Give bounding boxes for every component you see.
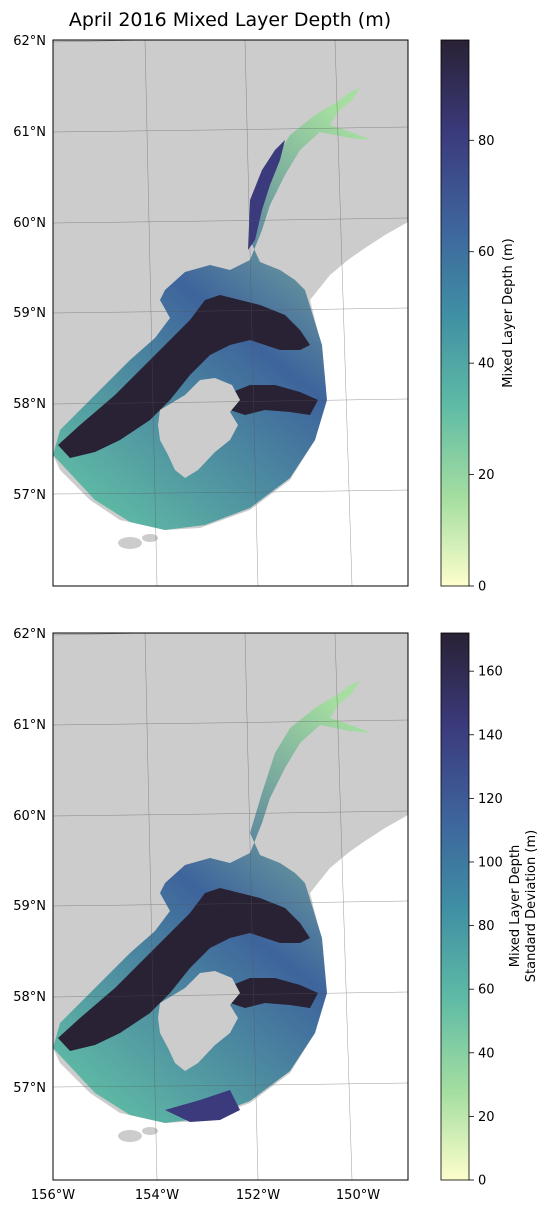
colorbar-tick-label: 20 bbox=[478, 468, 495, 483]
colorbar-tick-label: 60 bbox=[478, 983, 495, 998]
colorbar-tick-label: 160 bbox=[478, 665, 503, 680]
graticule bbox=[53, 40, 408, 586]
lon-tick: 154°W bbox=[135, 1188, 179, 1203]
colorbar-tick-label: 120 bbox=[478, 792, 503, 807]
colorbar-tick-label: 80 bbox=[478, 134, 495, 149]
lat-tick: 59°N bbox=[13, 306, 46, 321]
deep-mixing-zone bbox=[248, 140, 285, 250]
colorbar-tick-label: 60 bbox=[478, 245, 495, 260]
colorbar-tick-label: 0 bbox=[478, 580, 486, 595]
figure-title: April 2016 Mixed Layer Depth (m) bbox=[69, 9, 391, 31]
colorbar-tick-label: 40 bbox=[478, 1046, 495, 1061]
colorbar-tick-label: 140 bbox=[478, 728, 503, 743]
lat-tick: 61°N bbox=[13, 125, 46, 140]
lat-tick: 58°N bbox=[13, 990, 46, 1005]
kodiak-island bbox=[158, 378, 240, 478]
lon-tick: 156°W bbox=[31, 1188, 75, 1203]
colorbar-tick-label: 0 bbox=[478, 1174, 486, 1189]
island bbox=[118, 537, 142, 549]
lat-tick: 57°N bbox=[13, 488, 46, 503]
lat-tick: 60°N bbox=[13, 216, 46, 231]
lat-tick: 59°N bbox=[13, 899, 46, 914]
colorbar-gradient bbox=[440, 39, 470, 587]
kenai-peninsula bbox=[305, 215, 408, 290]
colorbar-tick-label: 20 bbox=[478, 1110, 495, 1125]
colorbar-tick-label: 100 bbox=[478, 855, 503, 870]
map-frame bbox=[52, 632, 409, 1181]
map-frame bbox=[52, 39, 409, 587]
lat-tick: 57°N bbox=[13, 1081, 46, 1096]
lat-tick: 58°N bbox=[13, 397, 46, 412]
colorbar-label: Mixed Layer Depth bbox=[508, 845, 523, 967]
lon-tick: 150°W bbox=[336, 1188, 380, 1203]
high-variability-zone bbox=[165, 1090, 240, 1122]
open-ocean bbox=[53, 808, 408, 1180]
colorbar-label: Mixed Layer Depth (m) bbox=[501, 238, 516, 387]
lon-tick: 152°W bbox=[236, 1188, 280, 1203]
high-variability-zone bbox=[58, 888, 310, 1051]
lat-tick: 62°N bbox=[13, 34, 46, 49]
colorbar-tick-label: 80 bbox=[478, 919, 495, 934]
lat-tick: 60°N bbox=[13, 809, 46, 824]
deep-mixing-zone bbox=[225, 385, 318, 415]
lat-tick: 61°N bbox=[13, 718, 46, 733]
open-ocean bbox=[53, 215, 408, 586]
island bbox=[118, 1130, 142, 1142]
map-panel-mean: 62°N 61°N 60°N 59°N 58°N 57°N bbox=[13, 34, 409, 587]
kodiak-island bbox=[158, 971, 240, 1071]
deep-mixing-zone bbox=[58, 295, 310, 458]
island bbox=[142, 534, 158, 542]
island bbox=[142, 1127, 158, 1135]
high-variability-zone bbox=[225, 978, 318, 1008]
kenai-peninsula bbox=[305, 808, 408, 883]
colorbar-gradient bbox=[440, 632, 470, 1181]
graticule bbox=[53, 633, 408, 1180]
colorbar-tick-label: 40 bbox=[478, 357, 495, 372]
map-panel-stddev: 62°N 61°N 60°N 59°N 58°N 57°N 156°W 154°… bbox=[13, 627, 409, 1203]
colorbar-label: Standard Deviation (m) bbox=[524, 830, 539, 982]
lat-tick: 62°N bbox=[13, 627, 46, 642]
colorbar-mean: 0 20 40 60 80 Mixed Layer Depth (m) bbox=[440, 39, 516, 595]
